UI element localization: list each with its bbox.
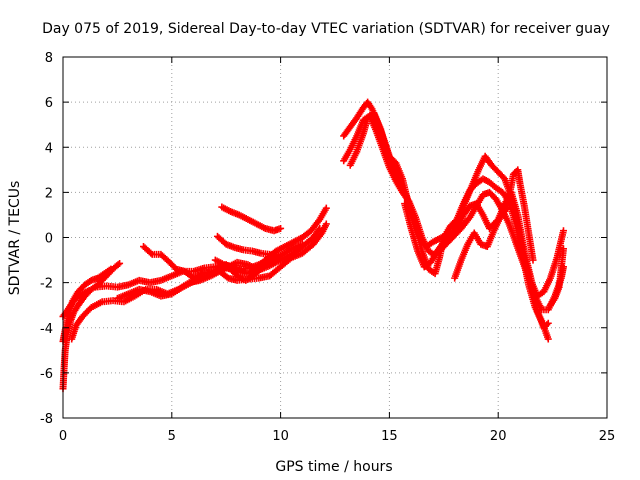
data-point <box>114 261 122 269</box>
y-tick-label: 0 <box>45 232 53 247</box>
y-tick-label: -4 <box>40 322 53 337</box>
grid-lines <box>63 57 607 418</box>
series-track-3 <box>59 287 93 320</box>
series-track-15 <box>451 166 537 282</box>
data-points <box>59 98 567 393</box>
data-point <box>147 249 155 257</box>
y-tick-label: 2 <box>45 186 53 201</box>
data-point <box>277 224 285 232</box>
series-track-14 <box>401 188 552 332</box>
data-point <box>559 245 567 253</box>
series-track-8 <box>218 203 285 235</box>
data-point <box>529 256 537 264</box>
data-point <box>107 265 115 273</box>
data-point <box>116 259 124 267</box>
y-tick-label: 4 <box>45 141 53 156</box>
data-point <box>322 220 330 228</box>
chart-title: Day 075 of 2019, Sidereal Day-to-day VTE… <box>42 21 610 37</box>
series-track-16 <box>546 245 567 309</box>
y-tick-label: -2 <box>40 277 53 292</box>
data-point <box>316 224 324 232</box>
data-point <box>322 204 330 212</box>
y-axis-label: SDTVAR / TECUs <box>7 181 23 296</box>
data-point <box>544 319 552 327</box>
x-tick-label: 5 <box>168 429 176 444</box>
plot-frame <box>62 56 608 419</box>
x-tick-label: 0 <box>59 429 67 444</box>
data-point <box>85 287 93 295</box>
series-track-9 <box>213 232 285 263</box>
axis-ticks: 0 5 10 15 20 25 -8 -6 -4 -2 0 2 4 6 8 <box>40 51 615 444</box>
y-tick-label: 8 <box>45 51 53 66</box>
data-point <box>559 227 567 235</box>
data-point <box>544 335 552 343</box>
data-point <box>315 226 323 234</box>
data-point <box>274 252 282 260</box>
data-point <box>543 321 551 329</box>
x-tick-label: 15 <box>381 429 398 444</box>
data-point <box>298 240 306 248</box>
data-point <box>502 206 510 214</box>
x-axis-label: GPS time / hours <box>275 459 392 475</box>
x-tick-label: 25 <box>599 429 616 444</box>
y-tick-label: 6 <box>45 96 53 111</box>
series-track-10 <box>211 252 282 273</box>
x-tick-label: 20 <box>490 429 507 444</box>
y-tick-label: -8 <box>40 412 53 427</box>
y-tick-label: -6 <box>40 367 53 382</box>
x-tick-label: 10 <box>272 429 289 444</box>
